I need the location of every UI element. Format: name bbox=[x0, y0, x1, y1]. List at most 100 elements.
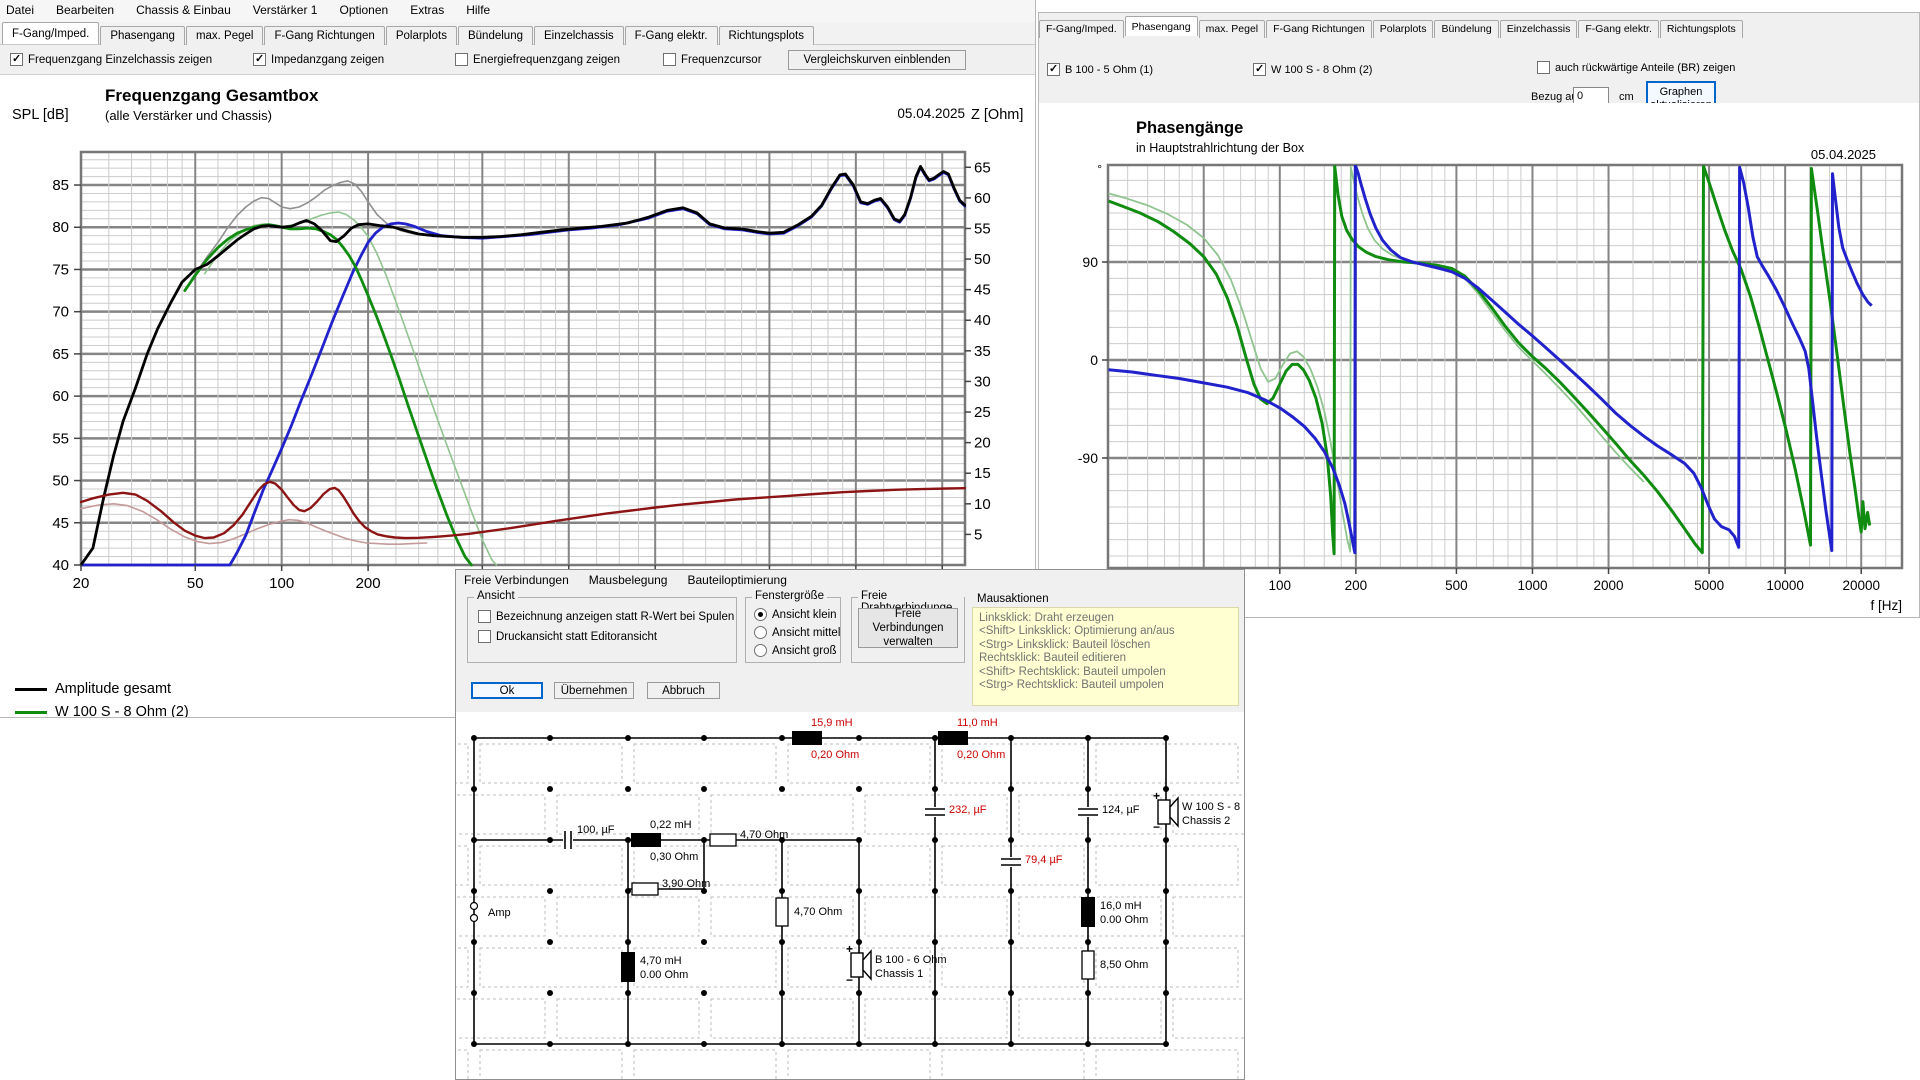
dialog-menu-item-2[interactable]: Bauteiloptimierung bbox=[687, 573, 787, 587]
grid-cell bbox=[1018, 794, 1162, 835]
dialog-button-abbruch[interactable]: Abbruch bbox=[647, 682, 720, 699]
right-chart-subtitle: in Hauptstrahlrichtung der Box bbox=[1136, 141, 1305, 155]
right-tab-7[interactable]: F-Gang elektr. bbox=[1578, 20, 1659, 38]
right-tab-0[interactable]: F-Gang/Imped. bbox=[1039, 20, 1124, 38]
checkbox-label: Bezeichnung anzeigen statt R-Wert bei Sp… bbox=[496, 610, 735, 623]
left-checkbox-1[interactable]: Impedanzgang zeigen bbox=[253, 52, 384, 66]
plus-terminal: + bbox=[846, 942, 853, 956]
left-tab-6[interactable]: Einzelchassis bbox=[533, 26, 624, 46]
left-tab-1[interactable]: Phasengang bbox=[100, 26, 185, 46]
right-tab-2[interactable]: max. Pegel bbox=[1198, 20, 1266, 38]
checkbox-icon bbox=[1253, 62, 1266, 76]
checkbox-icon bbox=[455, 53, 468, 66]
menu-item-3[interactable]: Verstärker 1 bbox=[252, 3, 318, 17]
inductor-body bbox=[792, 731, 822, 745]
left-checkbox-3[interactable]: Frequenzcursor bbox=[663, 53, 762, 66]
right-tab-4[interactable]: Polarplots bbox=[1372, 20, 1434, 38]
left-tab-7[interactable]: F-Gang elektr. bbox=[624, 26, 718, 46]
grid-cell bbox=[941, 845, 1085, 886]
component-amp[interactable]: Amp bbox=[469, 901, 511, 923]
menu-item-1[interactable]: Bearbeiten bbox=[56, 3, 115, 17]
bezug-input[interactable] bbox=[1573, 87, 1609, 104]
menu-item-0[interactable]: Datei bbox=[6, 3, 35, 17]
grid-cell bbox=[1018, 998, 1162, 1039]
checkbox-label: Druckansicht statt Editoransicht bbox=[496, 630, 658, 643]
right-tab-8[interactable]: Richtungsplots bbox=[1659, 20, 1743, 38]
node-dot bbox=[779, 939, 785, 945]
component-c-79-4[interactable]: 79,4 µF bbox=[1001, 854, 1063, 867]
node-dot bbox=[856, 888, 862, 894]
right-chart-date: 05.04.2025 bbox=[1810, 147, 1876, 162]
node-dot bbox=[779, 1041, 785, 1047]
grid-cell bbox=[633, 1049, 777, 1079]
left-tab-0[interactable]: F-Gang/Imped. bbox=[2, 22, 100, 44]
component-l-11-0[interactable]: 11,0 mH 0,20 Ohm bbox=[938, 717, 1005, 761]
component-r-4-70b[interactable]: 4,70 Ohm bbox=[775, 897, 842, 927]
freie-verbindungen-verwalten-button[interactable]: Freie Verbindungen verwalten bbox=[858, 608, 958, 648]
right-checkbox-0[interactable]: B 100 - 5 Ohm (1) bbox=[1047, 62, 1153, 76]
component-l-16-0[interactable]: 16,0 mH 0.00 Ohm bbox=[1081, 897, 1148, 927]
component-c-232[interactable]: 232, µF bbox=[925, 804, 987, 817]
fenstergroesse-radio-0[interactable]: Ansicht klein bbox=[754, 608, 837, 621]
component-l-0-22[interactable]: 0,22 mH 0,30 Ohm bbox=[631, 819, 698, 863]
menu-item-4[interactable]: Optionen bbox=[339, 3, 389, 17]
component-r-8-50[interactable]: 8,50 Ohm bbox=[1081, 950, 1148, 980]
component-l-4-70[interactable]: 4,70 mH 0.00 Ohm bbox=[621, 952, 688, 982]
left-tab-2[interactable]: max. Pegel bbox=[185, 26, 264, 46]
ansicht-checkbox-1[interactable]: Druckansicht statt Editoransicht bbox=[478, 630, 657, 643]
right-checkbox-2[interactable]: auch rückwärtige Anteile (BR) zeigen bbox=[1537, 61, 1735, 74]
component-c-124[interactable]: 124, µF bbox=[1078, 804, 1140, 817]
right-tab-5[interactable]: Bündelung bbox=[1434, 20, 1499, 38]
component-r-4-70a[interactable]: 4,70 Ohm bbox=[709, 829, 788, 847]
component-label: W 100 S - 8 bbox=[1182, 801, 1240, 813]
left-tab-4[interactable]: Polarplots bbox=[385, 26, 457, 46]
left-tab-5[interactable]: Bündelung bbox=[457, 26, 533, 46]
checkbox-icon bbox=[1047, 62, 1060, 76]
fenstergroesse-radio-1[interactable]: Ansicht mittel bbox=[754, 626, 840, 639]
node-dot bbox=[932, 735, 938, 741]
menu-item-5[interactable]: Extras bbox=[410, 3, 445, 17]
left-tab-8[interactable]: Richtungsplots bbox=[718, 26, 814, 46]
node-dot bbox=[625, 786, 631, 792]
left-checkbox-0[interactable]: Frequenzgang Einzelchassis zeigen bbox=[10, 52, 212, 66]
component-r-3-90[interactable]: 3,90 Ohm bbox=[631, 878, 710, 896]
node-dot bbox=[625, 888, 631, 894]
grid-cell bbox=[456, 845, 469, 886]
grid-cell bbox=[1095, 1049, 1239, 1079]
menu-item-2[interactable]: Chassis & Einbau bbox=[136, 3, 231, 17]
component-label: Chassis 2 bbox=[1182, 815, 1230, 827]
component-label: 0.00 Ohm bbox=[640, 969, 688, 981]
right-checkbox-1[interactable]: W 100 S - 8 Ohm (2) bbox=[1253, 62, 1372, 76]
component-c-100[interactable]: 100, µF bbox=[563, 824, 615, 849]
phase-chart-surface: Phasengänge in Hauptstrahlrichtung der B… bbox=[1039, 103, 1919, 617]
right-tab-1[interactable]: Phasengang bbox=[1124, 16, 1198, 36]
menu-item-6[interactable]: Hilfe bbox=[466, 3, 491, 17]
component-l-15-9[interactable]: 15,9 mH 0,20 Ohm bbox=[792, 717, 859, 761]
node-dot bbox=[779, 786, 785, 792]
component-label: 79,4 µF bbox=[1025, 854, 1063, 866]
left-checkbox-2[interactable]: Energiefrequenzgang zeigen bbox=[455, 53, 620, 66]
resistor-body bbox=[775, 897, 789, 927]
node-dot bbox=[932, 837, 938, 843]
component-label: 4,70 Ohm bbox=[794, 906, 842, 918]
component-label: 0,30 Ohm bbox=[650, 851, 698, 863]
left-tab-3[interactable]: F-Gang Richtungen bbox=[264, 26, 385, 46]
node-dot bbox=[547, 735, 553, 741]
right-tab-6[interactable]: Einzelchassis bbox=[1499, 20, 1578, 38]
legend-label: W 100 S - 8 Ohm (2) bbox=[55, 704, 189, 718]
component-sp-w100[interactable]: + − W 100 S - 8 Chassis 2 bbox=[1153, 789, 1240, 834]
schematic-canvas[interactable]: 15,9 mH 0,20 Ohm 11,0 mH 0,20 Ohm 100, µF 0,2… bbox=[456, 713, 1245, 1080]
left-chart-subtitle: (alle Verstärker und Chassis) bbox=[105, 108, 272, 123]
fenstergroesse-radio-2[interactable]: Ansicht groß bbox=[754, 644, 837, 657]
mausaktion-line-1: <Shift> Linksklick: Optimierung an/aus bbox=[979, 625, 1175, 638]
dialog-menu-item-0[interactable]: Freie Verbindungen bbox=[464, 573, 569, 587]
dialog-button-bernehmen[interactable]: Übernehmen bbox=[554, 682, 634, 699]
vergleichskurven-button[interactable]: Vergleichskurven einblenden bbox=[788, 50, 966, 70]
dialog-menu-item-1[interactable]: Mausbelegung bbox=[588, 573, 668, 587]
right-tab-3[interactable]: F-Gang Richtungen bbox=[1266, 20, 1372, 38]
ansicht-checkbox-0[interactable]: Bezeichnung anzeigen statt R-Wert bei Sp… bbox=[478, 610, 734, 623]
dialog-button-ok[interactable]: Ok bbox=[471, 682, 543, 699]
phase-response-window: F-Gang/Imped. Phasengang max. Pegel F-Gang … bbox=[1038, 12, 1920, 618]
component-sp-b100[interactable]: + − B 100 - 6 Ohm Chassis 1 bbox=[846, 942, 947, 987]
component-label: 8,50 Ohm bbox=[1100, 959, 1148, 971]
